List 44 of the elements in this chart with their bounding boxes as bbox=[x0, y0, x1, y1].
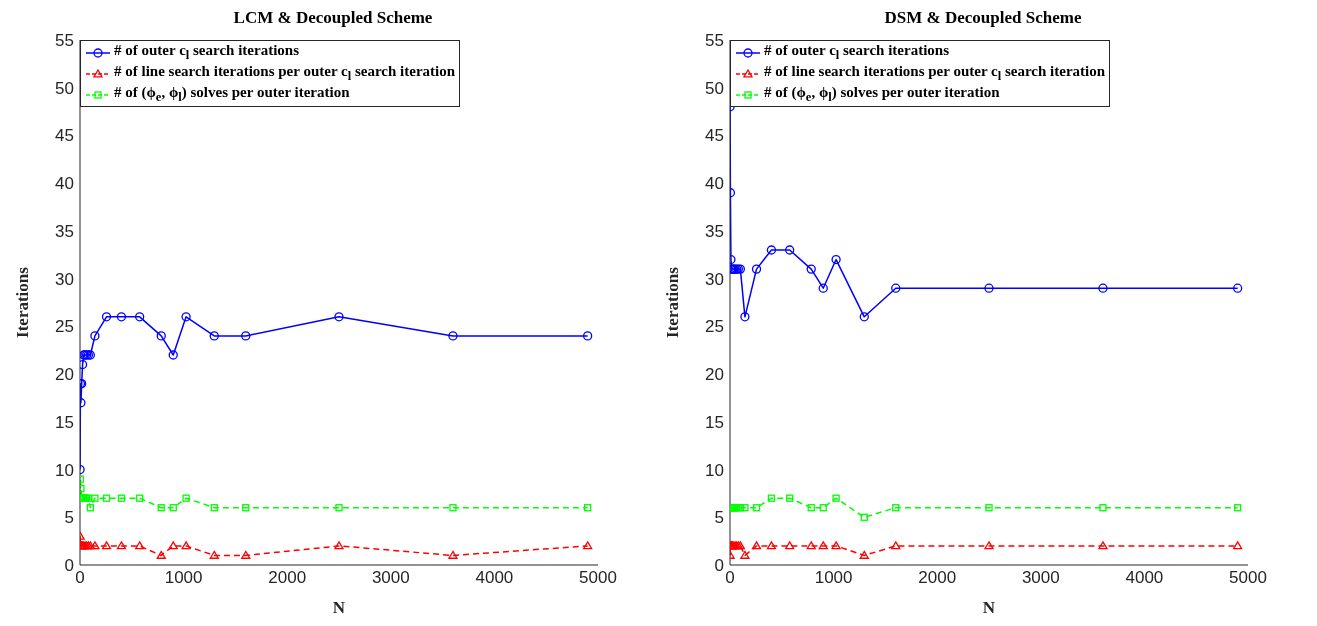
x-tick-label: 5000 bbox=[579, 568, 617, 588]
y-tick-label: 55 bbox=[705, 31, 724, 51]
chart-title: LCM & Decoupled Scheme bbox=[232, 8, 434, 29]
y-tick-label: 50 bbox=[705, 78, 724, 98]
y-tick-label: 45 bbox=[705, 126, 724, 146]
y-axis-title: Iterations bbox=[13, 266, 33, 338]
y-tick-label: 25 bbox=[55, 317, 74, 337]
y-tick-label: 35 bbox=[55, 221, 74, 241]
y-tick-label: 25 bbox=[705, 317, 724, 337]
y-tick-label: 5 bbox=[64, 508, 74, 528]
y-tick-label: 35 bbox=[705, 221, 724, 241]
y-axis-title: Iterations bbox=[663, 266, 683, 338]
y-tick-label: 30 bbox=[55, 269, 74, 289]
y-tick-label: 30 bbox=[705, 269, 724, 289]
x-tick-label: 2000 bbox=[268, 568, 307, 588]
y-tick-label: 40 bbox=[705, 174, 724, 194]
x-tick-label: 3000 bbox=[371, 568, 410, 588]
y-tick-label: 5 bbox=[714, 508, 724, 528]
y-tick-label: 55 bbox=[55, 31, 74, 51]
x-tick-label: 3000 bbox=[1021, 568, 1060, 588]
y-tick-label: 10 bbox=[55, 460, 74, 480]
legend-label: # of line search iterations per outer c$_{l}$ search iteration bbox=[114, 63, 456, 84]
legend-label: # of (ϕ$_{e}$, ϕ$_{l}$) solves per outer iteration bbox=[764, 84, 1000, 105]
x-tick-label: 2000 bbox=[918, 568, 957, 588]
legend-label: # of (ϕ$_{e}$, ϕ$_{l}$) solves per outer iteration bbox=[114, 84, 350, 105]
y-tick-label: 45 bbox=[55, 126, 74, 146]
legend-label: # of outer c$_{l}$ search iterations bbox=[764, 42, 949, 63]
y-tick-label: 20 bbox=[705, 365, 724, 385]
y-tick-label: 15 bbox=[705, 412, 724, 432]
x-axis-title: N bbox=[982, 598, 996, 617]
y-tick-label: 15 bbox=[55, 412, 74, 432]
x-tick-label: 1000 bbox=[814, 568, 853, 588]
y-tick-label: 40 bbox=[55, 174, 74, 194]
legend-label: # of outer c$_{l}$ search iterations bbox=[114, 42, 299, 63]
x-tick-label: 4000 bbox=[475, 568, 514, 588]
legend-label: # of line search iterations per outer c$_{l}$ search iteration bbox=[764, 63, 1106, 84]
y-tick-label: 10 bbox=[705, 460, 724, 480]
chart-title: DSM & Decoupled Scheme bbox=[883, 8, 1083, 29]
x-tick-label: 5000 bbox=[1229, 568, 1267, 588]
x-tick-label: 4000 bbox=[1125, 568, 1164, 588]
y-tick-label: 50 bbox=[55, 78, 74, 98]
x-axis-title: N bbox=[332, 598, 346, 617]
y-tick-label: 20 bbox=[55, 365, 74, 385]
x-tick-label: 1000 bbox=[164, 568, 203, 588]
